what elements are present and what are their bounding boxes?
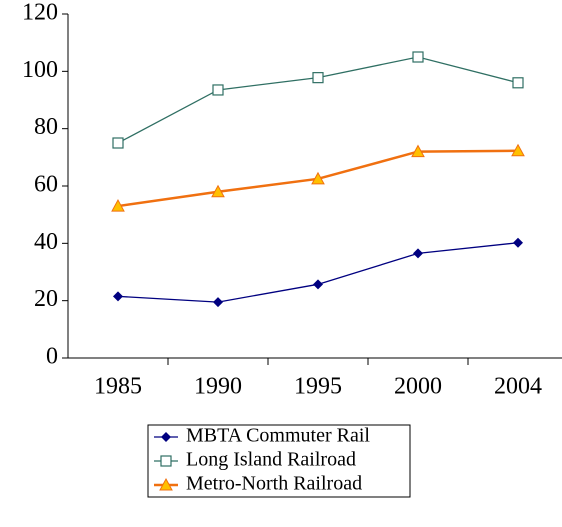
legend-label: MBTA Commuter Rail	[186, 425, 370, 447]
point	[212, 84, 224, 96]
point	[511, 143, 525, 157]
x-tick-label: 1990	[194, 374, 242, 400]
point	[312, 72, 324, 84]
series-line	[117, 56, 519, 144]
point	[513, 237, 523, 248]
x-tick-label: 1985	[94, 374, 142, 400]
y-tick-label: 120	[22, 0, 58, 26]
legend-label: Long Island Railroad	[186, 449, 356, 471]
legend-marker	[160, 455, 172, 467]
series-line	[117, 242, 519, 303]
point	[113, 291, 123, 302]
legend-label: Metro-North Railroad	[186, 473, 362, 495]
y-tick-label: 0	[46, 344, 58, 370]
legend-marker	[161, 432, 171, 442]
legend-box	[147, 424, 411, 498]
point	[512, 77, 524, 89]
y-tick-label: 20	[34, 286, 58, 312]
legend-marker	[159, 477, 173, 491]
point	[213, 297, 223, 308]
point	[211, 184, 225, 198]
x-tick-label: 1995	[294, 374, 342, 400]
y-tick-label: 60	[34, 172, 58, 198]
point	[311, 171, 325, 185]
point	[111, 199, 125, 212]
point	[411, 144, 425, 158]
point	[413, 248, 423, 259]
point	[112, 137, 124, 149]
x-tick-label: 2000	[394, 374, 442, 400]
x-tick-label: 2004	[494, 374, 542, 400]
point	[313, 279, 323, 290]
y-tick-label: 40	[34, 229, 58, 255]
y-tick-label: 80	[34, 114, 58, 140]
point	[412, 51, 424, 63]
y-tick-label: 100	[22, 57, 58, 83]
